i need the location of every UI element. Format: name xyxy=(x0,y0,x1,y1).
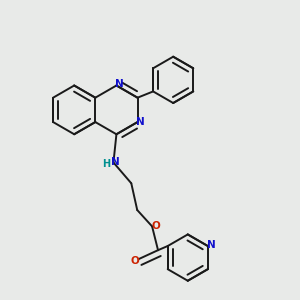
Text: O: O xyxy=(130,256,139,266)
Text: O: O xyxy=(151,221,160,231)
Text: H: H xyxy=(102,159,110,169)
Text: N: N xyxy=(115,79,124,89)
Text: N: N xyxy=(207,240,216,250)
Text: N: N xyxy=(136,117,144,127)
Text: N: N xyxy=(111,157,119,167)
